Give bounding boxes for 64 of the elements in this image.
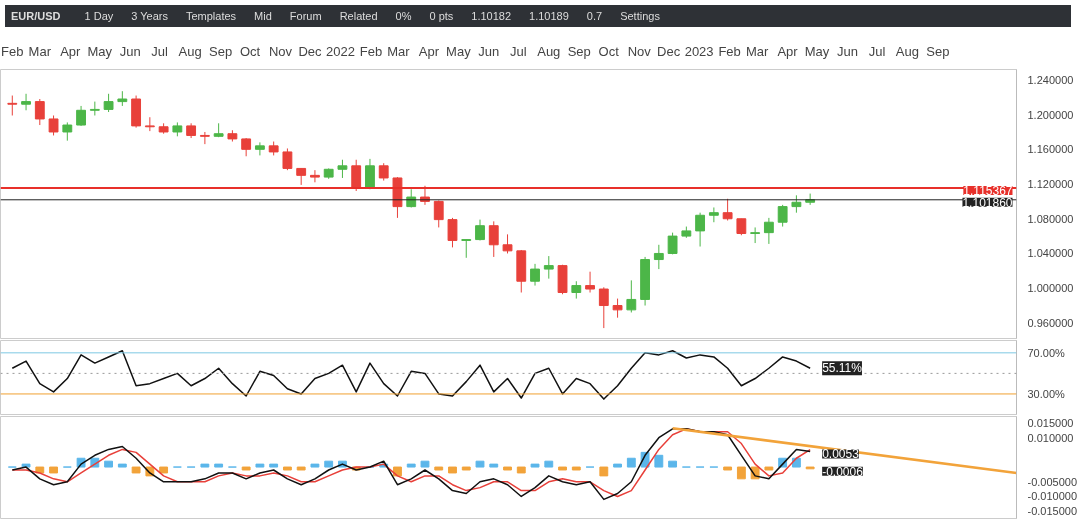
text: 1.10189 — [529, 10, 569, 22]
x-tick-label: Jul — [510, 43, 527, 59]
x-tick-label: May — [87, 43, 113, 59]
x-tick-label: Apr — [60, 43, 82, 59]
annotation: 0.0053 — [822, 447, 860, 462]
y-tick-label: 1.200000 — [1027, 108, 1074, 121]
text: Templates — [185, 10, 237, 22]
text: 3 Years — [131, 10, 168, 22]
y-tick-label: 1.080000 — [1027, 212, 1074, 225]
y-tick-label: 1.040000 — [1027, 247, 1074, 260]
x-tick-label: Jul — [868, 43, 886, 59]
y-tick-label: -0.010000 — [1027, 490, 1078, 503]
x-tick-label: May — [804, 43, 830, 59]
text: Forum — [289, 10, 322, 22]
x-tick-label: Sep — [209, 43, 233, 59]
text: Related — [339, 10, 378, 22]
x-tick-label: Dec — [298, 43, 323, 59]
text: 0 pts — [429, 10, 454, 22]
chart-title: EUR/USD — [11, 10, 61, 22]
x-tick-label: Feb — [359, 43, 383, 59]
x-tick-label: 2023 — [684, 43, 714, 59]
y-tick-label: 70.00% — [1027, 346, 1066, 359]
text: 0% — [395, 10, 412, 22]
x-tick-label: Oct — [239, 43, 261, 59]
x-tick-label: Mar — [387, 43, 411, 59]
x-tick-label: Jun — [119, 43, 141, 59]
y-tick-label: 30.00% — [1027, 387, 1066, 400]
text: Settings — [620, 10, 660, 22]
y-tick-label: 1.240000 — [1027, 73, 1074, 86]
y-tick-label: 1.160000 — [1027, 143, 1074, 156]
x-tick-label: Mar — [28, 43, 52, 59]
text: 0.7 — [586, 10, 603, 22]
annotation: -0.0006 — [822, 464, 864, 479]
x-tick-label: Nov — [627, 43, 652, 59]
annotation: 55.11% — [822, 361, 863, 376]
x-tick-label: Jul — [151, 43, 169, 59]
x-tick-label: Apr — [418, 43, 440, 59]
x-tick-label: Mar — [745, 43, 769, 59]
y-tick-label: 0.015000 — [1027, 416, 1074, 429]
x-tick-label: Aug — [537, 43, 561, 59]
y-tick-label: -0.015000 — [1027, 505, 1078, 518]
text: 1 Day — [84, 10, 114, 22]
x-tick-label: Dec — [657, 43, 681, 59]
x-tick-label: 2022 — [326, 43, 355, 59]
text: 1.10182 — [471, 10, 512, 22]
y-tick-label: 0.960000 — [1027, 316, 1074, 329]
y-tick-label: 1.000000 — [1027, 282, 1074, 295]
x-tick-label: Feb — [718, 43, 741, 59]
x-tick-label: Aug — [895, 43, 920, 59]
x-tick-label: Sep — [567, 43, 591, 59]
x-tick-label: Jun — [837, 43, 858, 59]
x-tick-label: Sep — [926, 43, 950, 59]
x-tick-label: Feb — [1, 43, 24, 59]
x-tick-label: Nov — [268, 43, 293, 59]
y-tick-label: 1.120000 — [1027, 178, 1074, 191]
ref-line-label: 1.101860 — [962, 195, 1013, 210]
x-tick-label: Apr — [777, 43, 799, 59]
x-tick-label: Aug — [178, 43, 202, 59]
x-tick-label: Jun — [478, 43, 500, 59]
y-tick-label: 0.010000 — [1027, 431, 1074, 444]
x-tick-label: Oct — [598, 43, 620, 59]
x-tick-label: May — [446, 43, 472, 59]
text: Mid — [254, 10, 272, 22]
y-tick-label: -0.005000 — [1027, 475, 1078, 488]
